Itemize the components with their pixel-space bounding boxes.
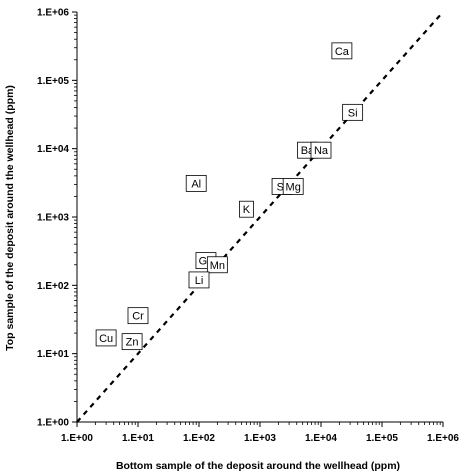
y-tick-label: 1.E+00 xyxy=(37,418,69,429)
axes: 1.E+00 1.E+01 1.E+02 1.E+03 1.E+04 1.E+05 1.E+… xyxy=(37,8,459,445)
data-point-label: Ca xyxy=(335,46,350,58)
data-point-label: Al xyxy=(191,178,201,190)
data-point-label: Li xyxy=(195,275,204,287)
data-point-cr: Cr xyxy=(127,307,149,325)
data-point-zn: Zn xyxy=(121,333,143,351)
y-tick-label: 1.E+03 xyxy=(37,213,69,224)
data-point-label: Mg xyxy=(286,181,301,193)
data-point-box xyxy=(206,256,228,274)
data-point-box xyxy=(121,333,143,351)
x-axis-label: Bottom sample of the deposit around the … xyxy=(116,460,400,472)
data-point-na: Na xyxy=(310,141,332,159)
x-tick-label: 1.E+06 xyxy=(427,433,459,444)
x-tick-label: 1.E+00 xyxy=(61,433,93,444)
x-tick-label: 1.E+05 xyxy=(366,433,398,444)
x-tick-label: 1.E+03 xyxy=(244,433,276,444)
diagonal-reference-line xyxy=(76,11,444,423)
data-point-box xyxy=(127,307,149,325)
data-point-box xyxy=(188,271,210,289)
y-tick-label: 1.E+06 xyxy=(37,8,69,19)
data-point-mn: Mn xyxy=(206,256,228,274)
x-tick-label: 1.E+02 xyxy=(183,433,215,444)
x-tick-label: 1.E+04 xyxy=(305,433,337,444)
data-point-box xyxy=(342,103,364,121)
data-point-box xyxy=(185,175,207,192)
data-point-box xyxy=(95,329,117,347)
data-point-al: Al xyxy=(185,175,207,192)
y-tick-label: 1.E+05 xyxy=(37,76,69,87)
data-point-label: Cr xyxy=(132,311,144,323)
data-point-box xyxy=(239,200,254,218)
x-tick-label: 1.E+01 xyxy=(122,433,154,444)
y-axis-label: Top sample of the deposit around the wel… xyxy=(4,85,16,351)
data-point-k: K xyxy=(239,200,254,218)
data-point-cu: Cu xyxy=(95,329,117,347)
data-point-label: Na xyxy=(314,145,329,157)
y-tick-label: 1.E+01 xyxy=(37,349,69,360)
data-point-box xyxy=(282,178,304,195)
data-point-ca: Ca xyxy=(331,42,353,60)
data-point-mg: Mg xyxy=(282,178,304,195)
data-point-si: Si xyxy=(342,103,364,121)
data-point-box xyxy=(310,141,332,159)
data-point-label: Zn xyxy=(126,337,139,349)
data-point-label: Si xyxy=(348,107,358,119)
data-point-label: Mn xyxy=(210,260,225,272)
y-tick-label: 1.E+02 xyxy=(37,281,69,292)
data-point-label: Sr xyxy=(277,181,288,193)
data-point-label: Cu xyxy=(99,333,113,345)
data-point-li: Li xyxy=(188,271,210,289)
data-point-label: K xyxy=(243,204,251,216)
data-point-box xyxy=(331,42,353,60)
y-tick-label: 1.E+04 xyxy=(37,144,69,155)
